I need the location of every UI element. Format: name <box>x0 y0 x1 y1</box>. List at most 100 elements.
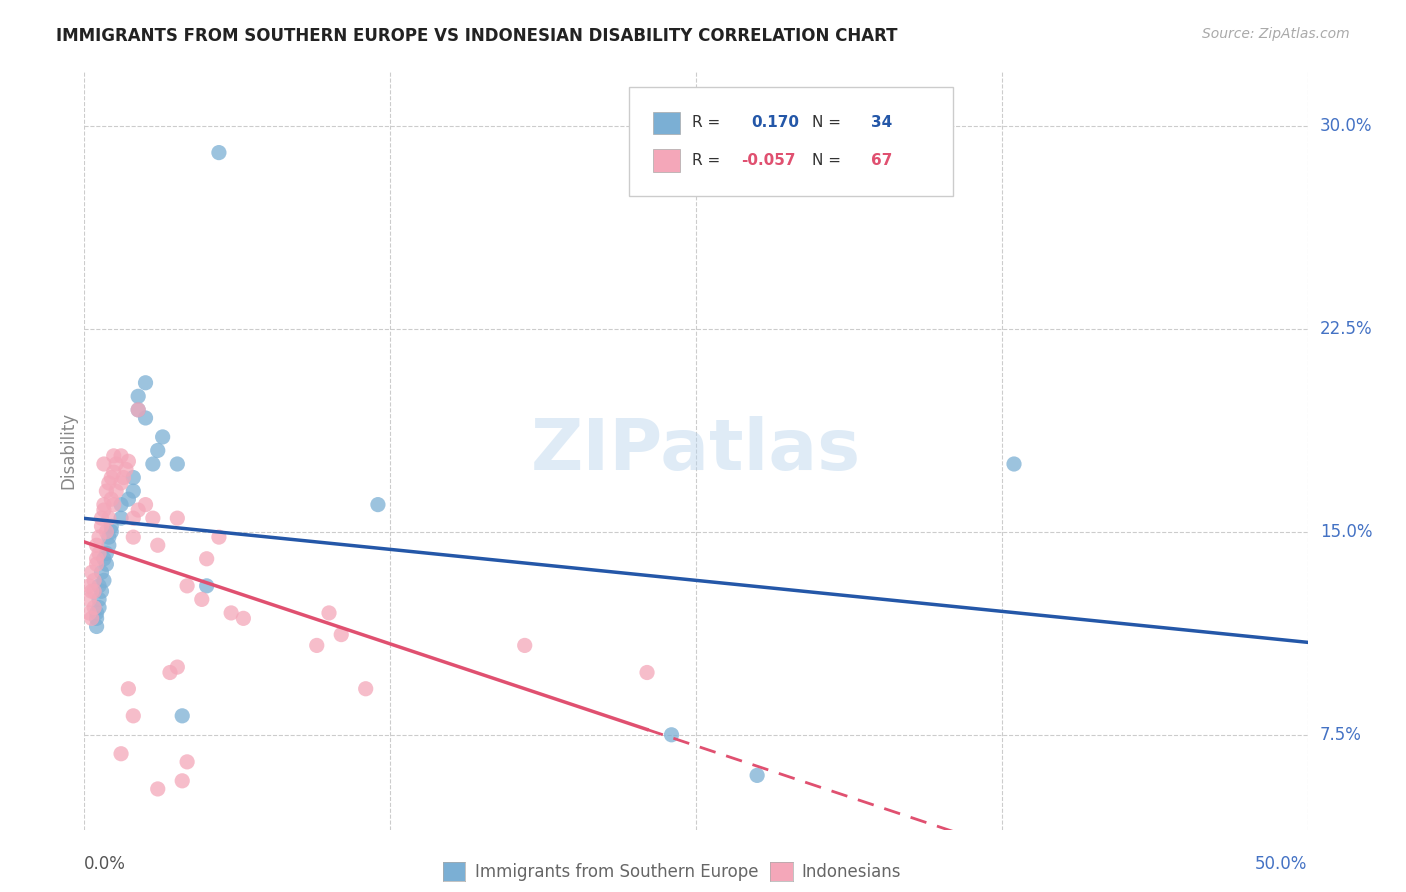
Point <box>330 627 353 641</box>
Point <box>105 484 128 499</box>
Point <box>127 503 149 517</box>
Point <box>135 411 157 425</box>
Point <box>110 747 132 761</box>
Text: 34: 34 <box>870 115 893 130</box>
Point <box>83 574 105 588</box>
Point <box>354 681 377 696</box>
Point <box>636 665 658 680</box>
Point <box>110 475 132 490</box>
Point <box>122 484 145 499</box>
Point <box>90 519 112 533</box>
Point <box>100 524 122 539</box>
Point <box>87 592 110 607</box>
Text: -0.057: -0.057 <box>741 153 796 169</box>
Point <box>87 579 110 593</box>
Point <box>122 530 145 544</box>
FancyBboxPatch shape <box>654 150 681 172</box>
Point <box>97 538 120 552</box>
Point <box>142 511 165 525</box>
Point <box>122 470 145 484</box>
Point <box>318 606 340 620</box>
Point <box>86 611 108 625</box>
Point <box>87 546 110 560</box>
Text: R =: R = <box>692 153 725 169</box>
FancyBboxPatch shape <box>628 87 953 196</box>
Point <box>97 511 120 525</box>
Point <box>122 708 145 723</box>
Point <box>166 457 188 471</box>
Point <box>96 546 118 560</box>
Text: 0.0%: 0.0% <box>84 855 127 872</box>
Text: 7.5%: 7.5% <box>1320 726 1361 744</box>
Point <box>96 557 118 572</box>
Text: 15.0%: 15.0% <box>1320 523 1372 541</box>
Text: 30.0%: 30.0% <box>1320 117 1372 135</box>
Text: N =: N = <box>813 115 846 130</box>
Point <box>513 639 536 653</box>
Point <box>127 402 149 417</box>
Point <box>86 538 108 552</box>
Text: IMMIGRANTS FROM SOUTHERN EUROPE VS INDONESIAN DISABILITY CORRELATION CHART: IMMIGRANTS FROM SOUTHERN EUROPE VS INDON… <box>56 27 898 45</box>
Point <box>122 511 145 525</box>
Point <box>96 524 118 539</box>
Y-axis label: Disability: Disability <box>59 412 77 489</box>
Point <box>146 538 169 552</box>
Point <box>83 584 105 599</box>
Point <box>93 498 115 512</box>
Point <box>103 449 125 463</box>
Point <box>367 498 389 512</box>
Point <box>117 492 139 507</box>
Point <box>93 457 115 471</box>
Point <box>219 606 242 620</box>
Point <box>90 511 112 525</box>
Point <box>146 443 169 458</box>
Text: 50.0%: 50.0% <box>1256 855 1308 872</box>
Text: Immigrants from Southern Europe: Immigrants from Southern Europe <box>475 863 759 881</box>
Point <box>110 449 132 463</box>
Text: Source: ZipAtlas.com: Source: ZipAtlas.com <box>1202 27 1350 41</box>
Point <box>93 503 115 517</box>
Point <box>115 462 138 476</box>
Point <box>191 592 214 607</box>
Point <box>208 145 231 160</box>
Point <box>172 708 194 723</box>
Point <box>90 584 112 599</box>
Text: 67: 67 <box>870 153 893 169</box>
Point <box>110 511 132 525</box>
Point <box>86 619 108 633</box>
Point <box>100 492 122 507</box>
Point <box>146 781 169 796</box>
Point <box>86 551 108 566</box>
Point <box>166 511 188 525</box>
Point <box>747 768 769 782</box>
Point <box>90 566 112 580</box>
Point <box>117 681 139 696</box>
Text: R =: R = <box>692 115 725 130</box>
Point <box>87 600 110 615</box>
FancyBboxPatch shape <box>654 112 681 135</box>
Point <box>100 470 122 484</box>
Point <box>93 551 115 566</box>
Point <box>97 475 120 490</box>
Point <box>195 579 218 593</box>
Point <box>105 457 128 471</box>
Point <box>166 660 188 674</box>
Point <box>127 389 149 403</box>
Point <box>97 530 120 544</box>
Point <box>135 376 157 390</box>
Point <box>80 584 103 599</box>
Point <box>77 592 100 607</box>
Point <box>103 498 125 512</box>
Text: 0.170: 0.170 <box>751 115 799 130</box>
Point <box>176 755 198 769</box>
Point <box>77 579 100 593</box>
Point <box>103 465 125 479</box>
Point <box>96 484 118 499</box>
Point <box>152 430 174 444</box>
Text: Indonesians: Indonesians <box>801 863 901 881</box>
Point <box>80 611 103 625</box>
Point <box>159 665 181 680</box>
Point <box>100 519 122 533</box>
Point <box>1002 457 1025 471</box>
Point <box>83 600 105 615</box>
